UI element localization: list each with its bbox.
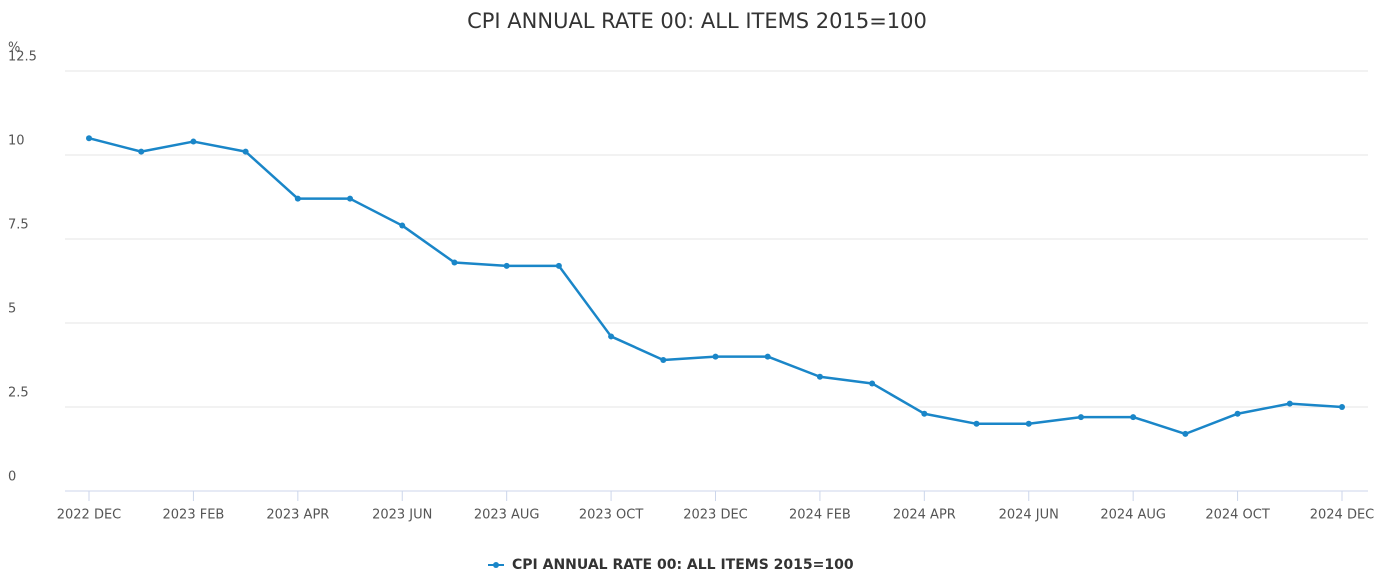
point (399, 222, 406, 229)
point (1234, 410, 1241, 417)
x-tick-label: 2023 FEB (163, 508, 225, 523)
point (347, 195, 354, 202)
point (451, 259, 458, 266)
point (660, 356, 667, 363)
y-tick-label: 10 (8, 134, 25, 149)
point (242, 148, 249, 155)
x-tick-label: 2024 AUG (1100, 508, 1166, 523)
point (1339, 404, 1345, 410)
point (86, 135, 92, 142)
point (190, 138, 197, 145)
x-tick-label: 2023 JUN (372, 508, 432, 523)
x-tick-label: 2023 OCT (579, 508, 644, 523)
point (1025, 420, 1032, 427)
x-tick-label: 2024 DEC (1310, 508, 1375, 523)
point (555, 262, 562, 269)
y-tick-label: 0 (8, 470, 16, 485)
point (1286, 400, 1293, 407)
y-tick-label: 2.5 (8, 386, 29, 401)
point (608, 333, 615, 340)
point (138, 148, 145, 155)
legend-marker (493, 562, 499, 568)
x-tick-label: 2024 FEB (789, 508, 851, 523)
point (1130, 414, 1137, 421)
y-tick-label: 12.5 (8, 50, 37, 65)
y-axis-label: % (8, 41, 20, 56)
point (973, 420, 980, 427)
point (712, 353, 719, 360)
point (294, 195, 301, 202)
point (1182, 430, 1189, 437)
point (764, 353, 771, 360)
y-tick-label: 7.5 (8, 218, 29, 233)
x-tick-label: 2024 OCT (1205, 508, 1270, 523)
legend-label: CPI ANNUAL RATE 00: ALL ITEMS 2015=100 (512, 557, 854, 573)
chart-title: CPI ANNUAL RATE 00: ALL ITEMS 2015=100 (467, 9, 927, 33)
point (503, 262, 510, 269)
x-tick-label: 2024 JUN (999, 508, 1059, 523)
point (1077, 414, 1084, 421)
y-tick-label: 5 (8, 302, 16, 317)
point (816, 373, 823, 380)
x-tick-label: 2023 AUG (474, 508, 540, 523)
x-tick-label: 2023 DEC (683, 508, 748, 523)
point (869, 380, 876, 387)
line (88, 136, 1343, 436)
x-tick-label: 2024 APR (893, 508, 956, 523)
x-tick-label: 2022 DEC (57, 508, 122, 523)
x-tick-label: 2023 APR (266, 508, 329, 523)
point (921, 410, 928, 417)
